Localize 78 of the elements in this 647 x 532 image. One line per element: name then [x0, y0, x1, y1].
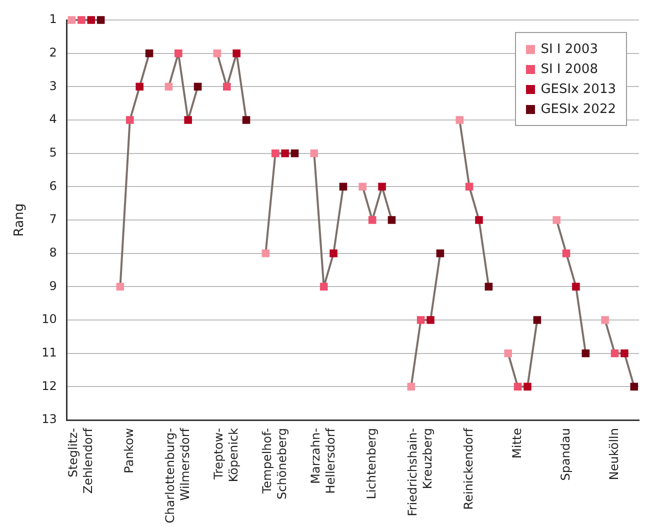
point	[136, 82, 144, 91]
x-tick-label: Marzahn-Hellersdorf	[308, 427, 338, 494]
point	[194, 82, 202, 91]
x-tick-label: Lichtenberg	[364, 428, 378, 500]
point	[271, 149, 280, 158]
x-tick-label: Pankow	[122, 428, 136, 474]
point	[552, 216, 560, 224]
y-tick-label: 4	[49, 112, 57, 126]
point	[290, 149, 299, 158]
point	[562, 249, 570, 258]
point	[524, 382, 532, 391]
point	[358, 182, 367, 191]
point	[465, 182, 474, 191]
y-tick-label: 1	[49, 12, 57, 26]
point	[87, 16, 95, 24]
point	[339, 182, 348, 191]
point	[232, 49, 240, 58]
point	[601, 316, 609, 324]
point	[116, 282, 124, 291]
point	[407, 382, 416, 391]
x-tick-label: Steglitz-Zehlendorf	[66, 427, 96, 494]
point	[610, 349, 619, 358]
y-tick-label: 3	[49, 78, 57, 93]
legend-label: GESIx 2013	[540, 82, 616, 96]
y-tick-label: 9	[49, 278, 57, 293]
point	[378, 182, 386, 191]
y-tick-label: 11	[42, 345, 57, 360]
point	[630, 382, 638, 391]
point	[126, 116, 134, 124]
x-tick-label: Neukölln	[606, 428, 621, 480]
point	[456, 116, 464, 124]
point	[242, 116, 250, 124]
point	[416, 316, 425, 324]
point	[320, 282, 328, 291]
x-tick-label: Tempelhof-Schöneberg	[260, 428, 289, 500]
point	[484, 282, 493, 291]
y-axis-title: Rang	[12, 203, 28, 237]
point	[262, 249, 270, 258]
legend-label: SI I 2008	[540, 62, 598, 76]
point	[184, 116, 192, 124]
point	[582, 349, 590, 358]
legend-label: GESIx 2022	[540, 102, 616, 116]
point	[388, 216, 396, 224]
point	[436, 249, 444, 258]
y-tick-label: 13	[42, 412, 57, 426]
x-tick-label: Reinickendorf	[461, 427, 476, 510]
x-tick-label: Mitte	[510, 428, 524, 458]
point	[145, 49, 154, 58]
point	[572, 282, 580, 291]
legend-label: SI I 2003	[540, 42, 598, 56]
point	[96, 16, 105, 24]
point	[78, 16, 86, 24]
point	[533, 316, 542, 324]
point	[213, 49, 222, 58]
point	[222, 82, 231, 91]
point	[281, 149, 289, 158]
y-tick-label: 12	[42, 378, 57, 393]
point	[514, 382, 522, 391]
point	[475, 216, 483, 224]
point	[174, 49, 182, 58]
point	[330, 249, 338, 258]
y-tick-label: 2	[49, 45, 57, 60]
y-tick-label: 8	[49, 245, 57, 260]
x-tick-label: Spandau	[558, 428, 572, 481]
x-tick-label: Friedrichshain-Kreuzberg	[405, 428, 434, 516]
point	[164, 82, 173, 91]
y-tick-label: 10	[42, 312, 57, 326]
point	[68, 16, 76, 24]
point	[504, 349, 512, 358]
point	[620, 349, 628, 358]
y-tick-label: 5	[49, 145, 57, 160]
x-tick-label: Charlottenburg-Wilmersdorf	[163, 427, 192, 524]
y-tick-label: 7	[49, 212, 57, 226]
y-tick-label: 6	[49, 178, 57, 193]
point	[310, 149, 318, 158]
x-tick-label: Treptow-Köpenick	[211, 428, 240, 482]
point	[368, 216, 376, 224]
point	[426, 316, 434, 324]
